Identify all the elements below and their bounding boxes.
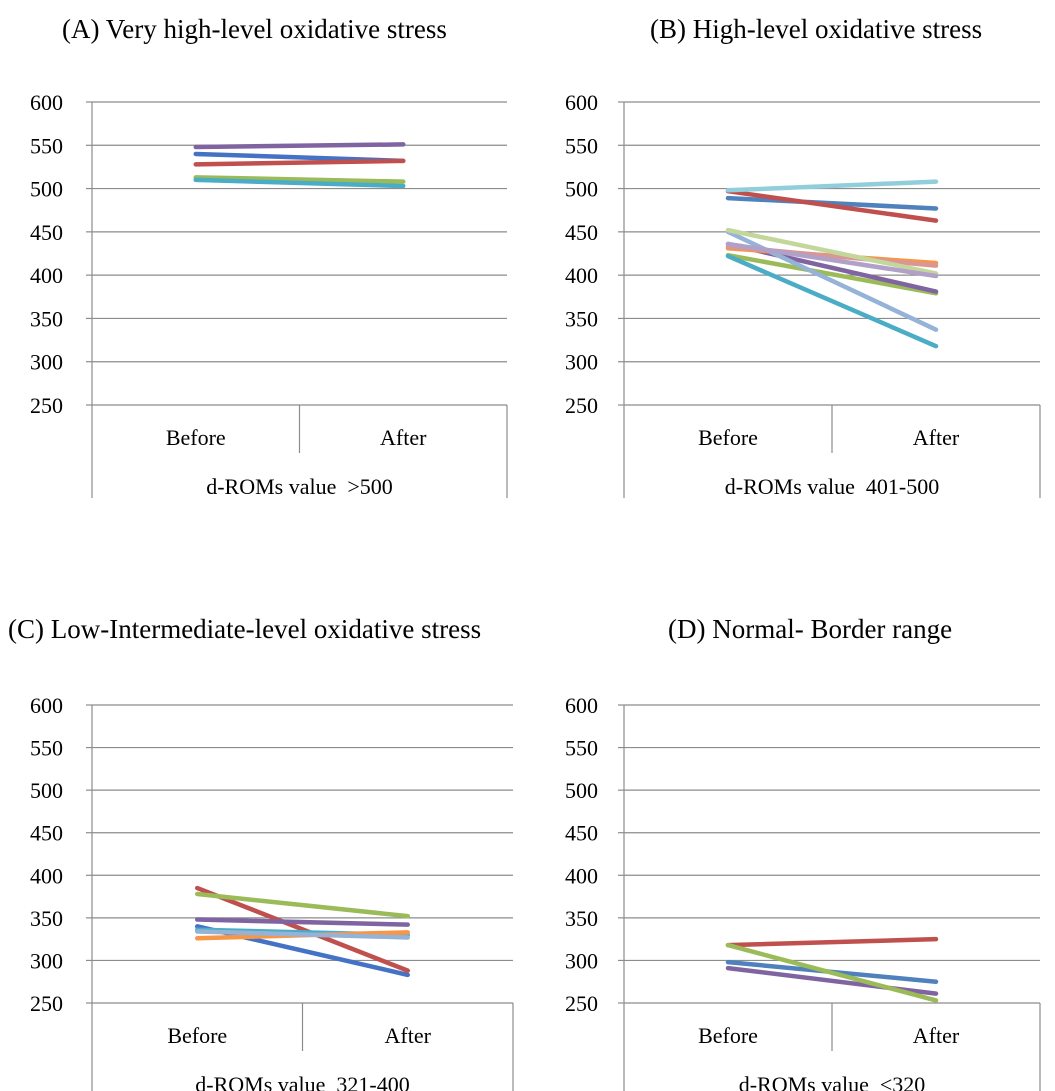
y-tick-label-a-550: 550 [30, 133, 63, 158]
series-line-a-3 [193, 175, 406, 184]
y-tick-label-c-450: 450 [30, 821, 63, 846]
y-tick-label-b-400: 400 [565, 263, 598, 288]
category-label-b-after: After [913, 425, 960, 450]
y-tick-label-a-400: 400 [30, 263, 63, 288]
series-line-a-2 [193, 158, 406, 167]
series-line-b-5 [725, 253, 939, 349]
series-line-d-2 [725, 936, 939, 948]
series-line-c-7 [195, 929, 410, 940]
y-tick-label-a-350: 350 [30, 306, 63, 331]
panel-d-title: (D) Normal- Border range [668, 614, 953, 644]
y-tick-label-b-550: 550 [565, 133, 598, 158]
y-tick-label-b-500: 500 [565, 177, 598, 202]
group-label-b: d-ROMs value 401-500 [725, 474, 939, 499]
y-tick-label-a-450: 450 [30, 220, 63, 245]
panel-c-title: (C) Low-Intermediate-level oxidative str… [8, 614, 482, 644]
series-line-c-2 [195, 885, 410, 973]
y-tick-label-a-250: 250 [30, 393, 63, 418]
category-label-d-after: After [913, 1023, 960, 1048]
series-line-b-11 [725, 179, 939, 193]
y-tick-label-d-450: 450 [565, 821, 598, 846]
category-label-c-before: Before [167, 1023, 227, 1048]
y-tick-label-b-350: 350 [565, 306, 598, 331]
y-tick-label-a-500: 500 [30, 177, 63, 202]
series-line-a-4 [193, 142, 406, 150]
category-label-b-before: Before [698, 425, 758, 450]
panel-b-title: (B) High-level oxidative stress [650, 14, 983, 44]
series-line-b-9 [725, 227, 939, 276]
series-line-c-3 [195, 891, 410, 919]
y-tick-label-a-600: 600 [30, 90, 63, 115]
y-tick-label-d-500: 500 [565, 778, 598, 803]
y-tick-label-b-450: 450 [565, 220, 598, 245]
series-line-b-10 [725, 241, 939, 279]
category-label-a-before: Before [166, 425, 226, 450]
category-label-c-after: After [385, 1023, 432, 1048]
y-tick-label-c-350: 350 [30, 906, 63, 931]
y-tick-label-c-250: 250 [30, 991, 63, 1016]
y-tick-label-d-550: 550 [565, 736, 598, 761]
y-tick-label-c-600: 600 [30, 693, 63, 718]
y-tick-label-d-300: 300 [565, 948, 598, 973]
series-line-b-1 [725, 195, 939, 211]
y-tick-label-c-400: 400 [30, 863, 63, 888]
group-label-d: d-ROMs value <320 [739, 1072, 926, 1091]
y-tick-label-c-500: 500 [30, 778, 63, 803]
series-line-d-4 [725, 942, 939, 1003]
y-tick-label-c-550: 550 [30, 736, 63, 761]
category-label-a-after: After [380, 425, 427, 450]
y-tick-label-d-350: 350 [565, 906, 598, 931]
y-tick-label-b-600: 600 [565, 90, 598, 115]
y-tick-label-b-300: 300 [565, 350, 598, 375]
series-line-b-3 [725, 252, 939, 296]
y-tick-label-d-600: 600 [565, 693, 598, 718]
y-tick-label-d-400: 400 [565, 863, 598, 888]
y-tick-label-a-300: 300 [30, 350, 63, 375]
y-tick-label-c-300: 300 [30, 948, 63, 973]
y-tick-label-d-250: 250 [565, 991, 598, 1016]
group-label-a: d-ROMs value >500 [206, 474, 393, 499]
y-tick-label-b-250: 250 [565, 393, 598, 418]
series-line-b-2 [725, 188, 939, 223]
category-label-d-before: Before [698, 1023, 758, 1048]
series-line-a-5 [193, 177, 406, 189]
panel-a-title: (A) Very high-level oxidative stress [62, 14, 447, 44]
group-label-c: d-ROMs value 321-400 [195, 1072, 409, 1091]
series-line-c-4 [195, 917, 410, 927]
